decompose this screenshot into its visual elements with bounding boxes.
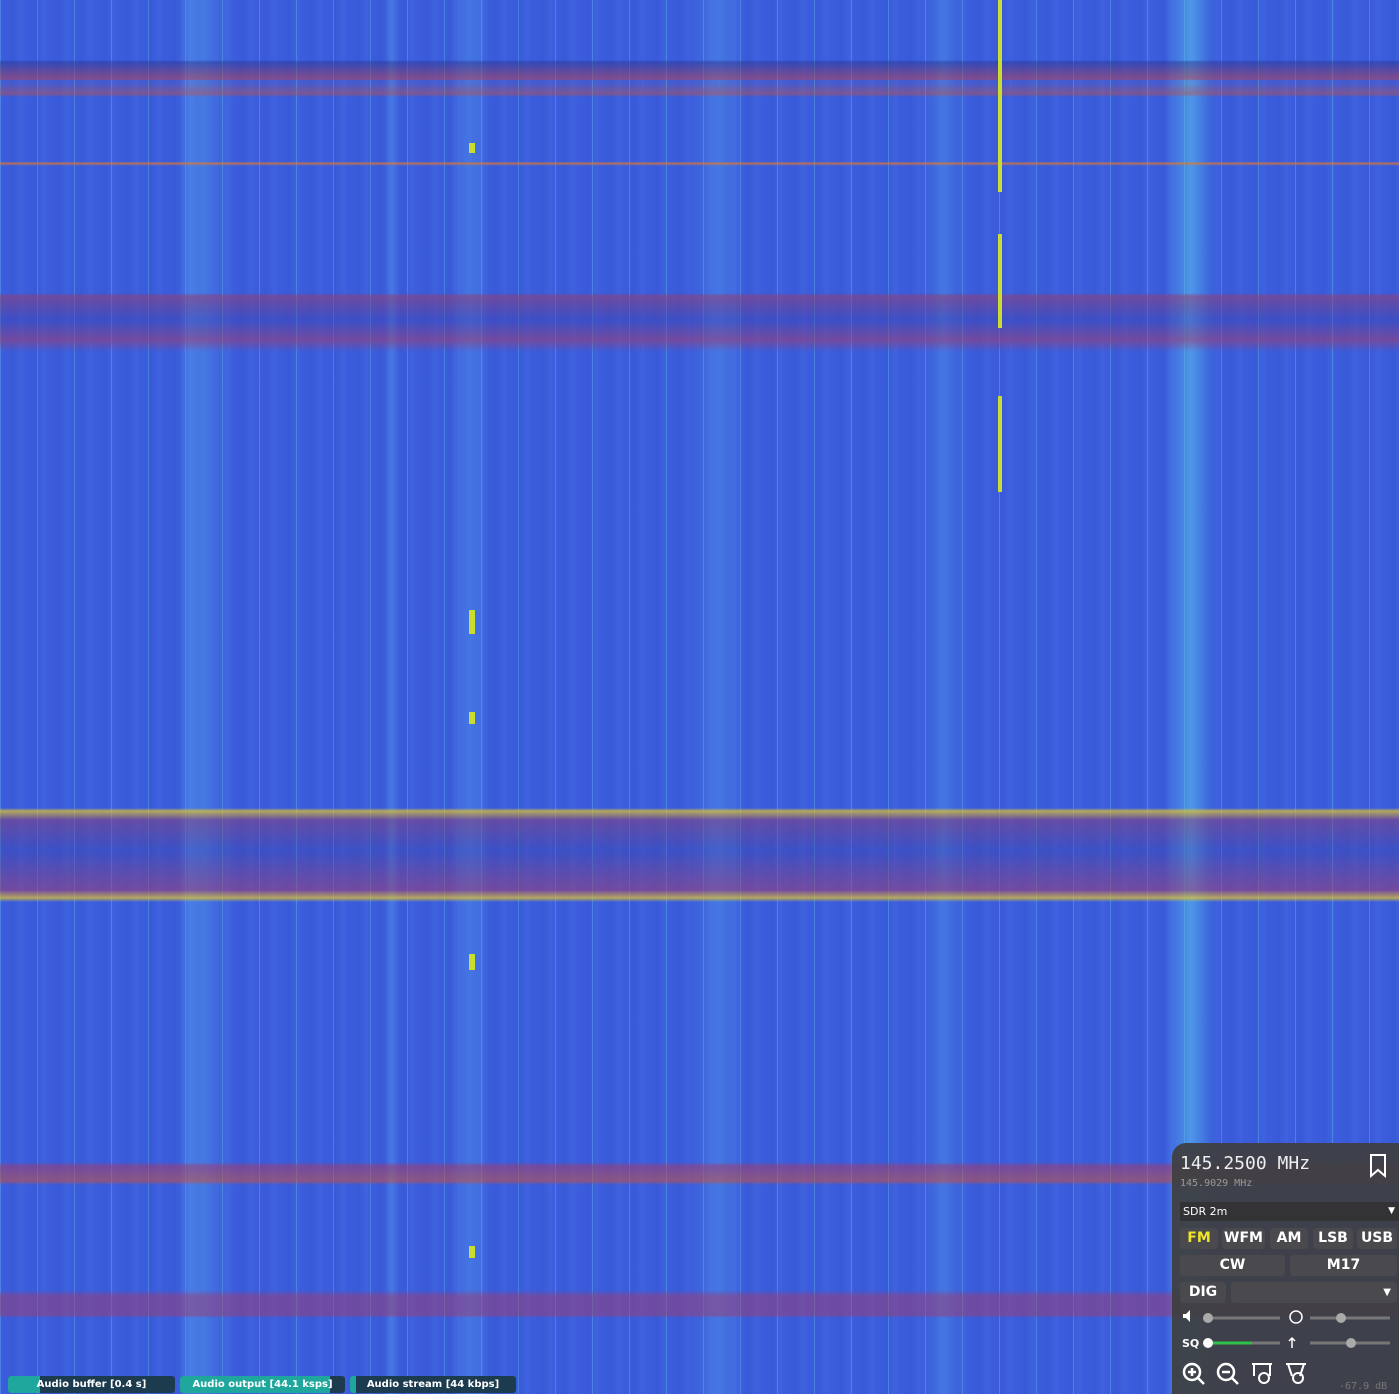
- signal-burst: [469, 143, 475, 153]
- sliders: SQ: [1182, 1310, 1390, 1350]
- main-frequency[interactable]: 145.2500 MHz: [1180, 1153, 1311, 1174]
- zoom-in[interactable]: [1182, 1362, 1205, 1385]
- signal-burst: [469, 712, 475, 724]
- mode-button[interactable]: CW: [1180, 1255, 1285, 1276]
- profile-text: SDR 2m: [1183, 1205, 1228, 1218]
- signal-trace: [998, 234, 1002, 328]
- status-text: Audio output [44.1 ksps]: [192, 1379, 333, 1390]
- mode-button[interactable]: FM: [1180, 1228, 1218, 1249]
- signal-burst: [469, 1246, 475, 1258]
- bookmark-button[interactable]: [1368, 1153, 1388, 1179]
- gain-thumb[interactable]: [1346, 1338, 1356, 1348]
- zoom-out[interactable]: [1216, 1362, 1239, 1385]
- mode-button[interactable]: DIG: [1180, 1282, 1226, 1303]
- receiver-panel: 145.2500 MHz 145.9029 MHz SDR 2m ▼ FM WFM…: [1172, 1143, 1399, 1394]
- audio-output-bar: Audio output [44.1 ksps]: [180, 1376, 345, 1393]
- nr-thumb[interactable]: [1336, 1313, 1346, 1323]
- mode-button[interactable]: LSB: [1313, 1228, 1353, 1249]
- secondary-frequency: 145.9029 MHz: [1180, 1178, 1253, 1189]
- volume-icon[interactable]: [1183, 1310, 1190, 1322]
- digital-mode-select[interactable]: ▼: [1231, 1282, 1397, 1303]
- squelch-thumb[interactable]: [1203, 1338, 1213, 1348]
- status-text: Audio buffer [0.4 s]: [36, 1379, 147, 1390]
- volume-thumb[interactable]: [1203, 1313, 1213, 1323]
- squelch-label: SQ: [1182, 1337, 1199, 1350]
- signal-trace: [998, 0, 1002, 192]
- signal-trace: [998, 396, 1002, 492]
- status-text: Audio stream [44 kbps]: [366, 1379, 500, 1390]
- zoom-max[interactable]: [1252, 1363, 1272, 1384]
- signal-level: -67.9 dB: [1339, 1381, 1388, 1392]
- zoom-controls: [1182, 1362, 1306, 1385]
- nr-icon[interactable]: [1289, 1310, 1303, 1324]
- mode-button[interactable]: M17: [1290, 1255, 1397, 1276]
- squelch-auto-icon[interactable]: [1288, 1336, 1296, 1348]
- profile-select[interactable]: SDR 2m ▼: [1180, 1202, 1399, 1221]
- audio-stream-bar: Audio stream [44 kbps]: [350, 1376, 516, 1393]
- audio-buffer-bar: Audio buffer [0.4 s]: [8, 1376, 175, 1393]
- mode-button[interactable]: AM: [1270, 1228, 1308, 1249]
- zoom-reset[interactable]: [1286, 1363, 1306, 1384]
- mode-button[interactable]: USB: [1357, 1228, 1397, 1249]
- signal-burst: [469, 610, 475, 634]
- signal-burst: [469, 954, 475, 970]
- mode-button[interactable]: WFM: [1222, 1228, 1265, 1249]
